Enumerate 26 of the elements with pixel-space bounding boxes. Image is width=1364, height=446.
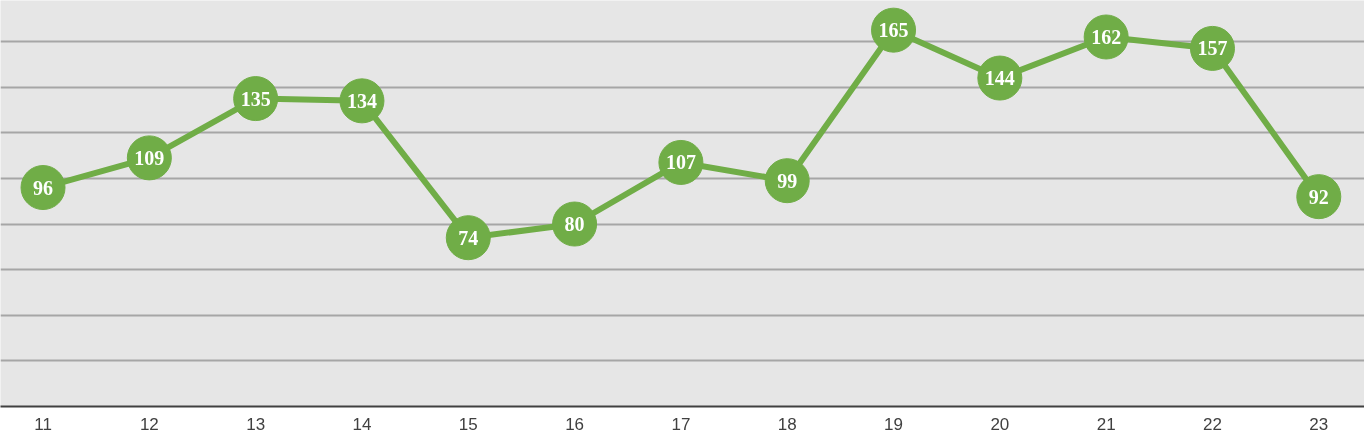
data-label: 107 [665, 151, 696, 174]
x-tick-label: 14 [352, 414, 372, 434]
x-tick-label: 13 [246, 414, 266, 434]
x-tick-label: 23 [1309, 414, 1329, 434]
data-label: 157 [1197, 37, 1228, 60]
data-label: 135 [240, 87, 271, 110]
data-label: 109 [134, 146, 165, 169]
data-label: 80 [564, 213, 585, 236]
x-tick-label: 19 [884, 414, 903, 434]
x-tick-label: 15 [458, 414, 478, 434]
x-tick-label: 18 [777, 414, 797, 434]
data-label: 92 [1308, 185, 1329, 208]
x-tick-label: 22 [1203, 414, 1222, 434]
x-tick-label: 11 [34, 414, 52, 434]
x-tick-label: 12 [139, 414, 159, 434]
x-tick-label: 17 [671, 414, 691, 434]
x-tick-label: 16 [565, 414, 585, 434]
data-label: 165 [878, 19, 909, 42]
data-label: 99 [777, 169, 798, 192]
data-label: 74 [458, 226, 479, 249]
data-label: 144 [984, 67, 1015, 90]
data-label: 134 [346, 89, 377, 112]
data-label: 96 [33, 176, 54, 199]
x-tick-label: 20 [990, 414, 1010, 434]
x-tick-label: 21 [1096, 414, 1116, 434]
data-label: 162 [1091, 25, 1122, 48]
